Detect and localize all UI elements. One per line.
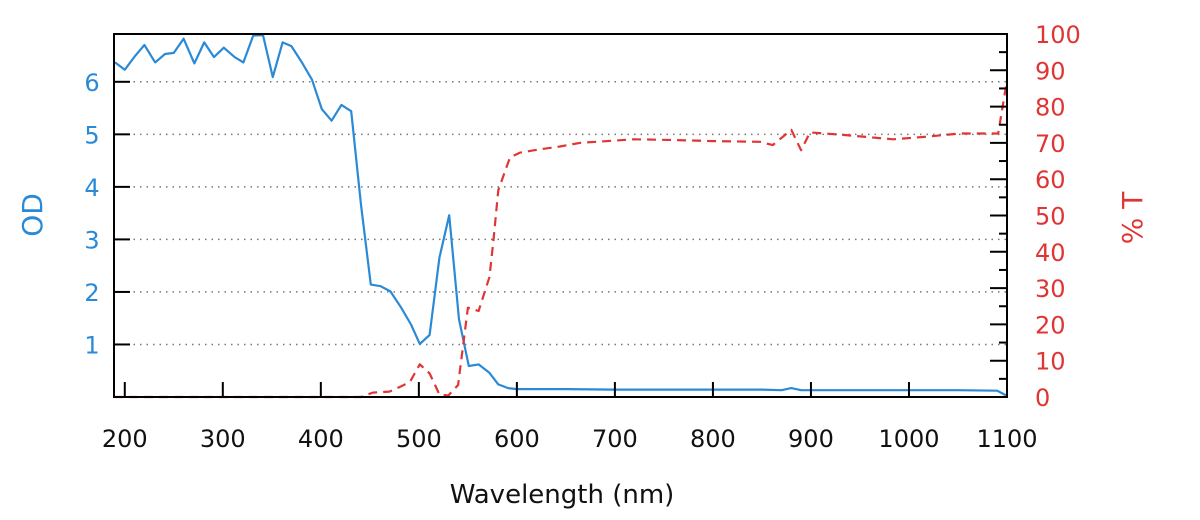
y-tick-label: 5 <box>84 121 99 149</box>
y2-tick-label: 10 <box>1035 348 1066 376</box>
x-axis-title: Wavelength (nm) <box>450 480 675 510</box>
series-layer <box>113 33 1009 399</box>
left-axis-title: OD <box>16 193 49 237</box>
y2-tick-label: 90 <box>1035 57 1066 85</box>
x-tick-label: 300 <box>200 425 246 453</box>
x-tick-label: 900 <box>788 425 834 453</box>
y2-tick-label: 70 <box>1035 130 1066 158</box>
plot-frame <box>113 33 1008 398</box>
x-tick-label: 800 <box>690 425 736 453</box>
y-tick-label: 4 <box>84 174 99 202</box>
y2-tick-label: 100 <box>1035 21 1081 49</box>
x-tick-label: 200 <box>102 425 148 453</box>
transmission-series-line <box>114 79 1009 399</box>
y2-tick-label: 60 <box>1035 166 1066 194</box>
y2-tick-label: 0 <box>1035 384 1050 412</box>
y-tick-label: 3 <box>84 226 99 254</box>
y-tick-label: 2 <box>84 279 99 307</box>
y2-tick-label: 20 <box>1035 311 1066 339</box>
x-tick-label: 1000 <box>878 425 939 453</box>
y2-tick-label: 40 <box>1035 239 1066 267</box>
y2-tick-label: 50 <box>1035 203 1066 231</box>
y-tick-label: 1 <box>84 331 99 359</box>
right-axis-title: % T <box>1116 191 1149 245</box>
od-series-line <box>114 33 1008 397</box>
x-tick-label: 400 <box>298 425 344 453</box>
x-tick-label: 700 <box>592 425 638 453</box>
x-tick-label: 600 <box>494 425 540 453</box>
y2-tick-label: 80 <box>1035 94 1066 122</box>
axis-ticks <box>114 51 1007 397</box>
x-tick-label: 500 <box>396 425 442 453</box>
gridlines <box>114 81 1007 346</box>
x-tick-label: 1100 <box>976 425 1037 453</box>
y-tick-label: 6 <box>84 69 99 97</box>
y2-tick-label: 30 <box>1035 275 1066 303</box>
